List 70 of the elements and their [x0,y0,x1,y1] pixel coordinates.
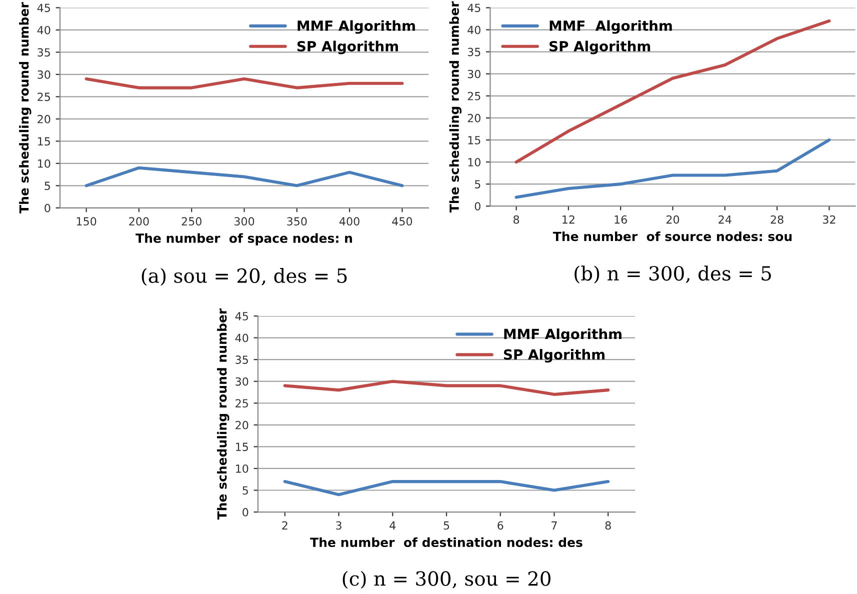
x-tick-label: 7 [552,521,557,530]
x-tick-label: 32 [822,215,836,224]
x-axis-title: The number of destination nodes: des [310,537,582,548]
x-tick-label: 28 [770,215,784,224]
y-tick-label: 30 [468,70,480,78]
y-axis-title: The scheduling round number [217,308,230,520]
x-tick-label: 150 [76,217,96,226]
y-tick-label: 15 [38,137,50,146]
x-tick-label: 2 [282,521,288,530]
x-tick-label: 350 [287,217,307,226]
y-tick-label: 10 [468,158,480,166]
legend-label: SP Algorithm [550,40,650,54]
y-tick-label: 10 [236,464,248,473]
text: (b) n = 300, des = 5 [574,266,771,284]
y-tick-label: 25 [236,399,248,408]
y-tick-label: 0 [242,508,248,516]
x-tick-label: 5 [444,521,450,530]
y-tick-label: 5 [474,180,480,188]
y-tick-label: 25 [468,92,480,100]
x-tick-label: 4 [390,521,396,530]
y-tick-label: 45 [235,312,248,320]
y-tick-label: 40 [235,334,248,342]
x-tick-label: 300 [234,217,254,226]
y-tick-label: 0 [474,202,480,210]
line-series [514,138,831,199]
legend-label: MMF Algorithm [504,328,622,342]
x-axis-title: The number of source nodes: sou [552,231,792,242]
x-tick-label: 400 [339,217,360,226]
x-tick-label: 12 [562,215,574,224]
y-tick-label: 20 [236,420,248,430]
y-tick-label: 5 [242,486,248,495]
y-tick-label: 40 [37,26,50,34]
y-tick-label: 30 [236,377,248,386]
y-tick-label: 35 [468,48,480,56]
text: (a) sou = 20, des = 5 [142,268,347,286]
legend-label: MMF Algorithm [550,20,672,34]
line-series [283,380,610,396]
y-tick-label: 15 [468,136,480,144]
x-tick-label: 250 [182,217,202,226]
x-tick-label: 24 [718,215,732,224]
y-tick-label: 45 [468,4,480,12]
y-tick-label: 45 [37,4,50,12]
y-tick-label: 5 [44,182,50,190]
line-series [514,19,831,164]
y-axis-title: The scheduling round number [449,1,462,213]
x-tick-label: 200 [129,217,149,226]
y-axis-title: The scheduling round number [19,2,32,214]
y-tick-label: 15 [236,442,248,452]
legend-label: SP Algorithm [297,40,398,54]
y-tick-label: 20 [38,114,50,124]
line-series [84,166,404,188]
text: (c) n = 300, sou = 20 [342,570,550,589]
x-tick-label: 16 [614,215,627,224]
y-tick-label: 20 [468,114,480,122]
x-tick-label: 20 [666,215,680,224]
x-tick-label: 6 [498,521,504,530]
y-tick-label: 35 [38,48,50,57]
y-tick-label: 25 [38,92,50,102]
legend-label: MMF Algorithm [298,20,415,34]
x-tick-label: 450 [392,217,412,226]
legend-label: SP Algorithm [504,349,604,363]
y-tick-label: 35 [236,356,248,364]
y-tick-label: 30 [38,70,50,79]
x-axis-title: The number of space nodes: n [136,233,352,246]
x-tick-label: 8 [605,521,611,530]
x-tick-label: 3 [336,521,342,530]
y-tick-label: 10 [38,159,50,168]
y-tick-label: 0 [44,204,50,212]
x-tick-label: 8 [514,215,520,224]
y-tick-label: 40 [468,26,480,34]
